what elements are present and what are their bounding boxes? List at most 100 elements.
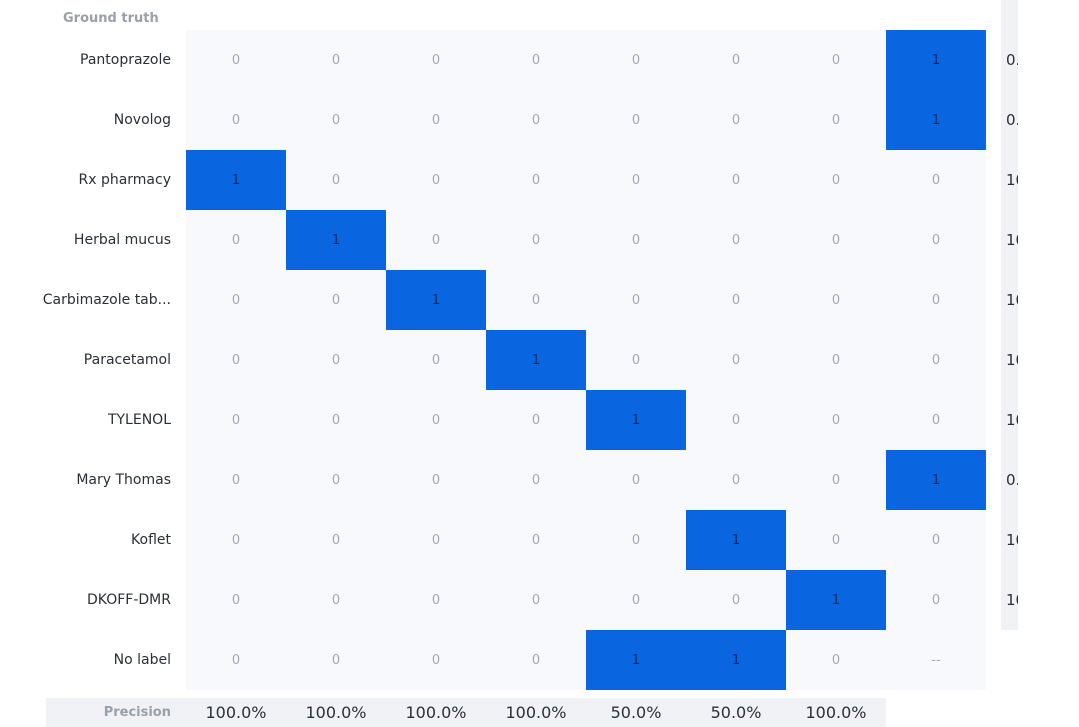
row-label: Paracetamol (83, 352, 171, 368)
matrix-cell: 0 (331, 172, 341, 188)
matrix-cell: 0 (231, 112, 241, 128)
matrix-cell: 1 (886, 450, 986, 510)
matrix-cell: 0 (731, 352, 741, 368)
recall-value: 10 (1006, 411, 1018, 429)
matrix-cell: 0 (631, 112, 641, 128)
matrix-cell: 0 (831, 412, 841, 428)
matrix-cell: 0 (331, 472, 341, 488)
matrix-cell: 0 (431, 412, 441, 428)
row-label: Pantoprazole (80, 52, 171, 68)
row-label: Carbimazole tab... (42, 292, 171, 308)
matrix-cell: 0 (431, 172, 441, 188)
row-label: Mary Thomas (76, 472, 171, 488)
matrix-cell: 0 (731, 412, 741, 428)
matrix-cell: 0 (231, 532, 241, 548)
matrix-cell: 0 (531, 532, 541, 548)
matrix-cell: 0 (431, 352, 441, 368)
matrix-cell: 0 (631, 532, 641, 548)
matrix-cell: 0 (831, 472, 841, 488)
matrix-cell: 0 (731, 232, 741, 248)
matrix-cell: 0 (231, 652, 241, 668)
matrix-cell: 0 (331, 532, 341, 548)
row-label: TYLENOL (107, 412, 171, 428)
recall-value: 10 (1006, 531, 1018, 549)
matrix-cell: 0 (531, 592, 541, 608)
matrix-cell: 0 (431, 112, 441, 128)
matrix-cell: 0 (831, 52, 841, 68)
precision-value: 100.0% (505, 703, 567, 722)
matrix-cell: 0 (931, 412, 941, 428)
matrix-cell: 0 (331, 592, 341, 608)
matrix-cell: 0 (231, 52, 241, 68)
matrix-cell: 0 (631, 232, 641, 248)
matrix-cell: 1 (886, 90, 986, 150)
matrix-cell: 1 (386, 270, 486, 330)
row-label: DKOFF-DMR (87, 592, 171, 608)
matrix-cell: 0 (631, 592, 641, 608)
matrix-cell: 0 (331, 112, 341, 128)
matrix-cell: 0 (531, 52, 541, 68)
matrix-cell: 0 (531, 412, 541, 428)
recall-value: 10 (1006, 351, 1018, 369)
precision-value: 100.0% (205, 703, 267, 722)
matrix-cell: 0 (831, 172, 841, 188)
matrix-cell: 0 (231, 412, 241, 428)
matrix-cell: 0 (931, 352, 941, 368)
matrix-cell: 0 (731, 592, 741, 608)
precision-value: 100.0% (805, 703, 867, 722)
matrix-cell: 0 (531, 112, 541, 128)
matrix-cell: 1 (686, 630, 786, 690)
matrix-cell: 0 (231, 472, 241, 488)
matrix-cell: 0 (331, 652, 341, 668)
matrix-cell: 1 (886, 30, 986, 90)
matrix-cell: 0 (931, 532, 941, 548)
row-label: Rx pharmacy (78, 172, 171, 188)
matrix-cell: 0 (231, 292, 241, 308)
row-label: Novolog (113, 112, 171, 128)
matrix-cell: 0 (431, 532, 441, 548)
recall-value: 10 (1006, 591, 1018, 609)
precision-value: 50.0% (610, 703, 662, 722)
matrix-cell: 0 (631, 172, 641, 188)
matrix-cell: 0 (331, 412, 341, 428)
matrix-cell: 0 (231, 232, 241, 248)
matrix-cell: 0 (331, 52, 341, 68)
matrix-cell: 0 (731, 52, 741, 68)
matrix-cell: 0 (431, 232, 441, 248)
precision-value: 50.0% (710, 703, 762, 722)
recall-value: 0. (1006, 111, 1018, 129)
matrix-cell: 0 (931, 592, 941, 608)
matrix-cell: 0 (931, 232, 941, 248)
precision-value: 100.0% (305, 703, 367, 722)
recall-value: 0. (1006, 471, 1018, 489)
matrix-cell: 0 (431, 52, 441, 68)
matrix-cell: 0 (731, 172, 741, 188)
recall-value: 10 (1006, 291, 1018, 309)
recall-value: 0. (1006, 51, 1018, 69)
matrix-cell: 0 (431, 472, 441, 488)
matrix-cell: 0 (831, 292, 841, 308)
matrix-cell: 0 (231, 592, 241, 608)
matrix-cell: 0 (831, 532, 841, 548)
matrix-cell: 0 (931, 172, 941, 188)
matrix-cell: 0 (231, 352, 241, 368)
matrix-cell: 1 (486, 330, 586, 390)
matrix-cell: 1 (786, 570, 886, 630)
matrix-cell: 1 (686, 510, 786, 570)
matrix-cell: 0 (731, 112, 741, 128)
matrix-cell: 0 (331, 352, 341, 368)
matrix-cell: 0 (531, 172, 541, 188)
matrix-cell: 0 (631, 292, 641, 308)
matrix-cell: 0 (531, 472, 541, 488)
matrix-cell: 1 (586, 630, 686, 690)
matrix-cell: 0 (831, 652, 841, 668)
matrix-cell: 0 (531, 652, 541, 668)
matrix-cell: 0 (431, 592, 441, 608)
matrix-cell: 0 (631, 352, 641, 368)
matrix-cell: 0 (731, 292, 741, 308)
matrix-cell: 1 (286, 210, 386, 270)
matrix-cell: 0 (931, 292, 941, 308)
ground-truth-header: Ground truth (63, 11, 159, 26)
matrix-cell: 1 (586, 390, 686, 450)
